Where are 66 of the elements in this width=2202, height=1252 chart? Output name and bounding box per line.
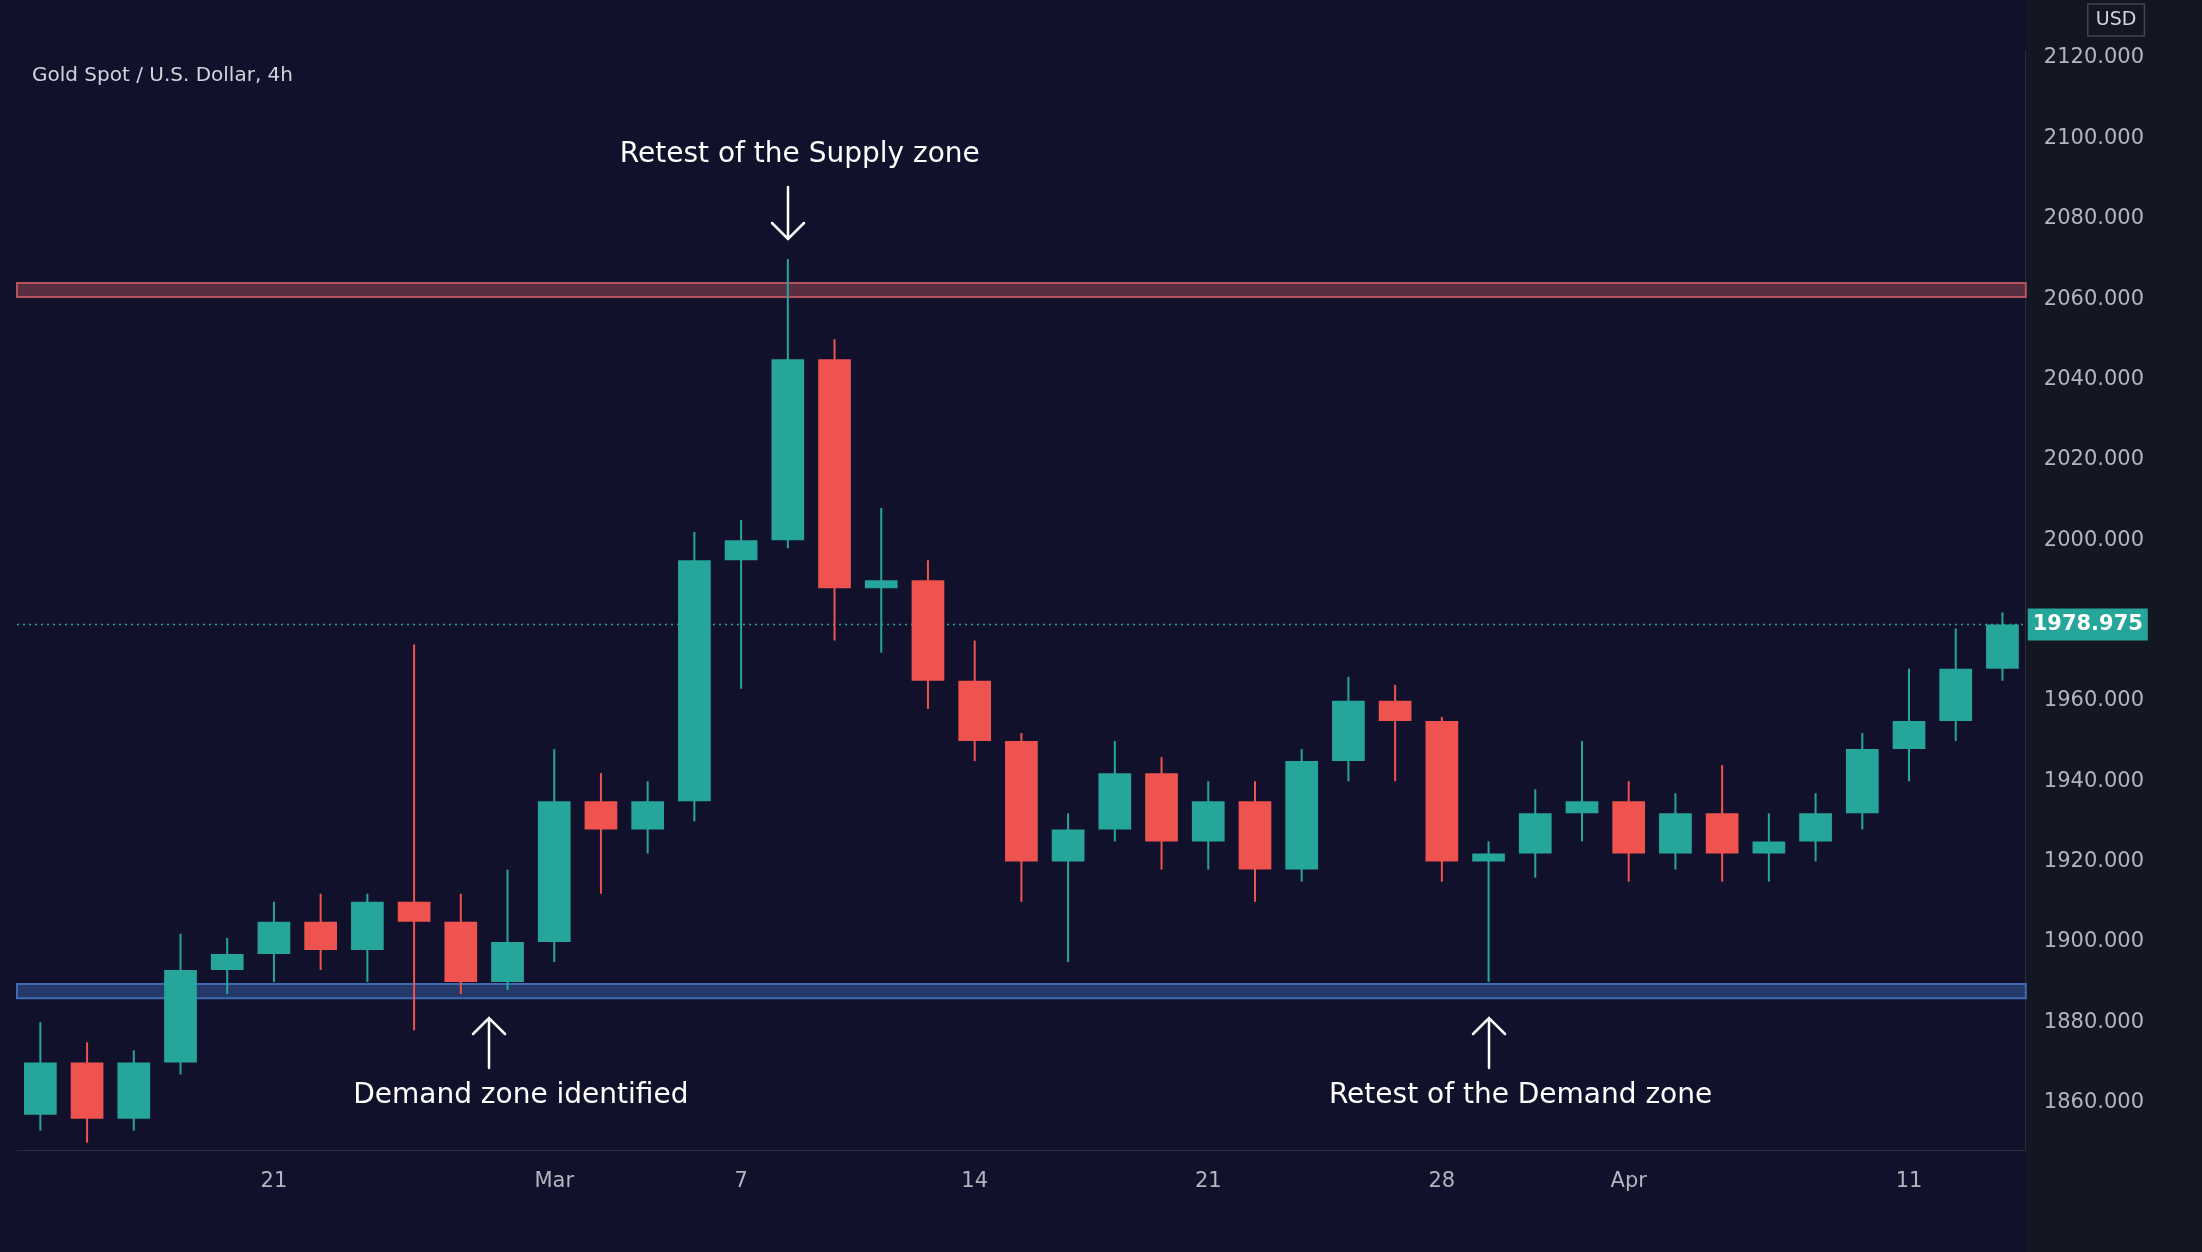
candlestick xyxy=(1892,667,1926,783)
y-tick-label: 1880.000 xyxy=(2043,1008,2144,1033)
text: USD xyxy=(2095,6,2137,29)
candlestick xyxy=(1238,780,1272,903)
candlestick xyxy=(911,559,945,710)
x-tick-label: Apr xyxy=(1610,1167,1648,1192)
candlestick xyxy=(1191,780,1225,871)
y-tick-label: 2060.000 xyxy=(2043,285,2144,310)
candlestick xyxy=(1705,764,1739,883)
candlestick xyxy=(117,1049,151,1132)
candlestick xyxy=(1752,812,1786,883)
x-tick-label: 14 xyxy=(961,1167,989,1192)
candlestick xyxy=(818,338,851,642)
candlestick xyxy=(70,1041,104,1144)
y-tick-label: 1940.000 xyxy=(2043,767,2144,792)
text: Gold Spot / U.S. Dollar, 4h xyxy=(32,62,294,86)
candlestick xyxy=(1518,788,1552,879)
candlestick xyxy=(257,900,291,984)
candlestick xyxy=(771,257,805,550)
candlestick xyxy=(1612,780,1646,883)
x-tick-label: 21 xyxy=(260,1167,288,1192)
y-tick-label: 2020.000 xyxy=(2043,446,2144,471)
candlestick xyxy=(351,892,384,984)
annotation: Retest of the Supply zone xyxy=(619,136,980,170)
candlestick xyxy=(210,936,244,996)
candlestick xyxy=(1098,740,1132,843)
candlestick xyxy=(24,1021,57,1132)
candlestick xyxy=(1051,812,1085,963)
candlestick xyxy=(164,932,197,1076)
ref-line-label: 1978.975 xyxy=(2032,611,2143,636)
candlestick xyxy=(304,892,338,972)
candlestick xyxy=(444,892,478,996)
candlestick xyxy=(1565,740,1599,843)
annotation: Demand zone identified xyxy=(353,1077,689,1111)
candlestick xyxy=(537,748,571,963)
y-tick-label: 2080.000 xyxy=(2043,205,2144,230)
candlestick xyxy=(1659,792,1692,871)
y-tick-label: 1920.000 xyxy=(2043,847,2144,872)
y-tick-label: 1860.000 xyxy=(2043,1089,2144,1114)
x-tick-label: Mar xyxy=(534,1167,575,1192)
x-tick-label: 11 xyxy=(1895,1167,1923,1192)
candlestick xyxy=(491,868,524,992)
y-tick-label: 2000.000 xyxy=(2043,526,2144,551)
candlestick xyxy=(1145,756,1178,871)
y-tick-label: 2100.000 xyxy=(2043,124,2144,149)
candlestick xyxy=(631,780,665,855)
candlestick xyxy=(1378,683,1412,783)
candlestick xyxy=(1005,731,1038,903)
candlestick xyxy=(1425,715,1459,883)
candlestick xyxy=(1332,675,1365,783)
y-tick-label: 2040.000 xyxy=(2043,365,2144,390)
candlestick xyxy=(1845,731,1879,831)
candlestick xyxy=(1939,627,1973,743)
x-tick-label: 7 xyxy=(734,1167,748,1192)
candlestick xyxy=(584,772,618,895)
annotation: Retest of the Demand zone xyxy=(1328,1077,1713,1111)
candlestick xyxy=(1799,792,1832,863)
candlestick xyxy=(958,639,992,763)
y-tick-label: 1960.000 xyxy=(2043,687,2144,712)
candlestick xyxy=(1472,840,1505,984)
y-tick-label: 2120.000 xyxy=(2043,44,2144,69)
x-tick-label: 21 xyxy=(1194,1167,1222,1192)
candlestick xyxy=(397,643,431,1032)
candlestick xyxy=(1285,748,1319,883)
x-tick-label: 28 xyxy=(1428,1167,1456,1192)
y-tick-label: 1900.000 xyxy=(2043,928,2144,953)
